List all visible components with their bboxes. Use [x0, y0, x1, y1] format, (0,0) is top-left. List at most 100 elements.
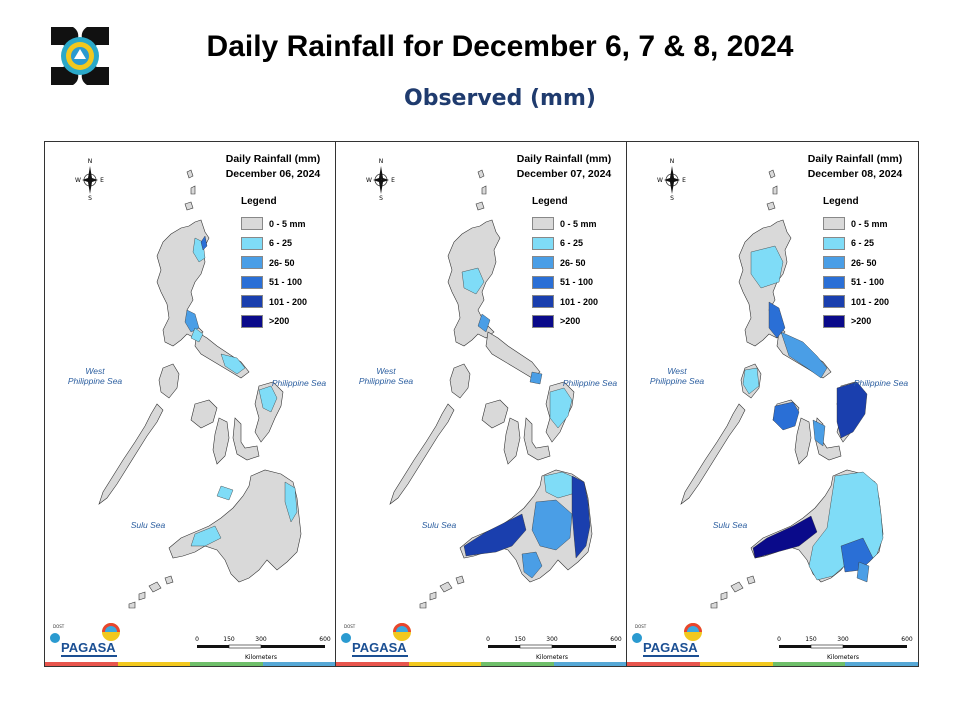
- mindoro-island: [449, 363, 471, 399]
- rainfall-area: [549, 387, 573, 429]
- rainfall-area: [521, 551, 543, 579]
- sulu-archipelago: [128, 575, 174, 609]
- scale-tick-0: 0: [486, 636, 490, 643]
- legend: Legend 0 - 5 mm 6 - 25 26- 50 51 - 100 101 -…: [823, 196, 889, 331]
- rainfall-area: [220, 353, 246, 375]
- rainfall-area: [768, 301, 786, 339]
- legend-label: 0 - 5 mm: [851, 218, 888, 229]
- footer-color-bar: [336, 662, 626, 666]
- legend-label: >200: [560, 316, 581, 327]
- label-west-philippine-sea: West Philippine Sea: [67, 366, 123, 386]
- panay-island: [190, 399, 218, 429]
- palawan-island: [389, 403, 455, 505]
- legend-item: 0 - 5 mm: [532, 214, 598, 234]
- scale-tick-600: 600: [901, 636, 913, 643]
- rainfall-area: [571, 475, 591, 559]
- scale-tick-150: 150: [223, 636, 235, 643]
- batanes-islands: [475, 169, 487, 211]
- legend-label: 101 - 200: [269, 296, 308, 307]
- cebu-bohol-island: [232, 417, 260, 461]
- label-philippine-sea: Philippine Sea: [853, 378, 909, 388]
- negros-island: [212, 417, 230, 465]
- legend-swatch: [241, 236, 263, 250]
- compass-e: E: [100, 177, 104, 184]
- mindoro-island: [158, 363, 180, 399]
- legend-item: 26- 50: [241, 253, 307, 273]
- philippines-map: [680, 169, 884, 609]
- rainfall-area: [750, 245, 784, 289]
- panel-title: Daily Rainfall (mm) December 06, 2024: [213, 152, 333, 182]
- pagasa-logo: DOST PAGASA: [632, 623, 702, 657]
- legend-item: 101 - 200: [823, 292, 889, 312]
- scale-tick-600: 600: [319, 636, 331, 643]
- philippines-map: [98, 169, 302, 609]
- panel-title: Daily Rainfall (mm) December 08, 2024: [795, 152, 915, 182]
- compass-w: W: [657, 177, 663, 184]
- legend-swatch: [823, 236, 845, 250]
- compass-rose-icon: N W E S: [657, 158, 686, 202]
- panel-heading: Daily Rainfall (mm): [516, 153, 612, 165]
- scale-tick-300: 300: [546, 636, 558, 643]
- scale-bar: 0 150 300 600 Kilometers: [777, 636, 913, 661]
- rainfall-area: [477, 313, 491, 333]
- compass-n: N: [379, 158, 384, 165]
- rainfall-area: [463, 513, 527, 557]
- batanes-islands: [184, 169, 196, 211]
- scale-tick-600: 600: [610, 636, 622, 643]
- label-sulu-sea: Sulu Sea: [130, 520, 166, 530]
- palawan-island: [98, 403, 164, 505]
- pagasa-logo: DOST PAGASA: [50, 623, 120, 657]
- cebu-bohol-island: [523, 417, 551, 461]
- panay-island: [481, 399, 509, 429]
- rainfall-area: [461, 267, 485, 295]
- legend-swatch: [532, 295, 554, 309]
- legend: Legend 0 - 5 mm 6 - 25 26- 50 51 - 100 101 -…: [532, 196, 598, 331]
- dost-label: DOST: [53, 624, 65, 629]
- rainfall-area: [752, 515, 818, 559]
- compass-e: E: [682, 177, 686, 184]
- sulu-archipelago: [419, 575, 465, 609]
- panel-date: December 08, 2024: [807, 168, 903, 180]
- map-panel-dec-06: Daily Rainfall (mm) December 06, 2024 Le…: [45, 142, 336, 666]
- pagasa-wordmark: PAGASA: [61, 640, 116, 655]
- scale-tick-150: 150: [805, 636, 817, 643]
- legend-swatch: [532, 314, 554, 328]
- legend-label: 26- 50: [269, 257, 295, 268]
- rainfall-area: [812, 419, 826, 447]
- dost-label: DOST: [344, 624, 356, 629]
- legend-label: 26- 50: [851, 257, 877, 268]
- pagasa-seal-logo: [47, 23, 113, 89]
- legend-item: 101 - 200: [532, 292, 598, 312]
- map-panel-dec-07: Daily Rainfall (mm) December 07, 2024 Le…: [336, 142, 627, 666]
- legend-label: 6 - 25: [851, 238, 875, 249]
- negros-island: [794, 417, 812, 465]
- scale-unit: Kilometers: [245, 654, 277, 661]
- label-sulu-sea: Sulu Sea: [712, 520, 748, 530]
- legend-swatch: [532, 236, 554, 250]
- legend-label: 51 - 100: [560, 277, 594, 288]
- pagasa-wordmark: PAGASA: [643, 640, 698, 655]
- compass-n: N: [88, 158, 93, 165]
- footer-color-bar: [627, 662, 918, 666]
- legend-item: 51 - 100: [532, 273, 598, 293]
- legend-label: 6 - 25: [269, 238, 293, 249]
- legend-item: 6 - 25: [241, 234, 307, 254]
- legend-item: >200: [532, 312, 598, 332]
- pagasa-wordmark: PAGASA: [352, 640, 407, 655]
- legend: Legend 0 - 5 mm 6 - 25 26- 50 51 - 100 101 -…: [241, 196, 307, 331]
- compass-n: N: [670, 158, 675, 165]
- compass-s: S: [379, 195, 383, 202]
- label-west-philippine-sea: West Philippine Sea: [358, 366, 414, 386]
- scale-bar: 0 150 300 600 Kilometers: [486, 636, 622, 661]
- legend-item: 6 - 25: [823, 234, 889, 254]
- rainfall-area: [531, 499, 573, 551]
- legend-label: 101 - 200: [851, 296, 890, 307]
- legend-item: 101 - 200: [241, 292, 307, 312]
- rainfall-area: [200, 235, 208, 251]
- rainfall-area: [856, 561, 870, 583]
- negros-island: [503, 417, 521, 465]
- legend-swatch: [532, 217, 554, 231]
- panel-title: Daily Rainfall (mm) December 07, 2024: [504, 152, 624, 182]
- luzon-island: [156, 219, 210, 347]
- label-philippine-sea: Philippine Sea: [562, 378, 618, 388]
